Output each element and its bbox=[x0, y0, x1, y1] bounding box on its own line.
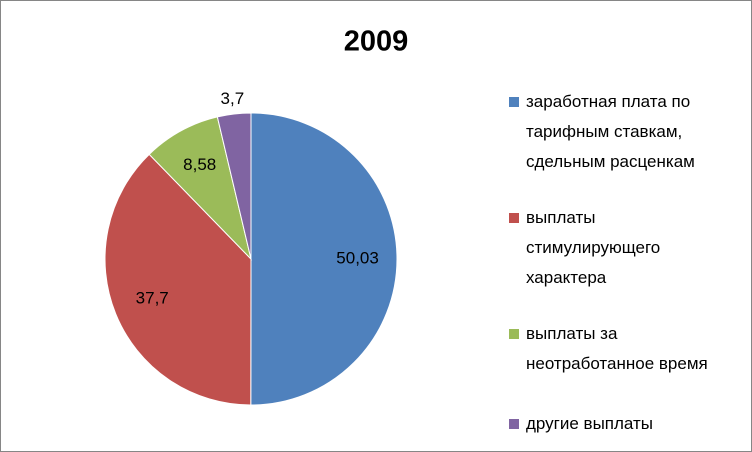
legend: заработная плата по тарифным ставкам, сд… bbox=[509, 87, 724, 451]
pie-slice bbox=[216, 112, 252, 260]
pie-slice bbox=[104, 153, 252, 406]
data-label: 8,58 bbox=[183, 155, 216, 174]
data-label: 50,03 bbox=[336, 249, 379, 268]
legend-label: другие выплаты bbox=[526, 414, 654, 433]
legend-label: заработная плата по тарифным ставкам, сд… bbox=[526, 92, 695, 171]
legend-entry: выплаты стимулирующего характера bbox=[509, 203, 724, 293]
pie-slice bbox=[250, 112, 398, 406]
legend-entry: выплаты за неотработанное время bbox=[509, 319, 724, 379]
legend-label: выплаты стимулирующего характера bbox=[526, 208, 661, 287]
data-label: 37,7 bbox=[136, 289, 169, 308]
chart-title: 2009 bbox=[344, 26, 409, 58]
legend-swatch bbox=[509, 329, 519, 339]
legend-entry: другие выплаты bbox=[509, 409, 724, 439]
legend-swatch bbox=[509, 97, 519, 107]
data-label: 3,7 bbox=[221, 89, 245, 108]
legend-swatch bbox=[509, 419, 519, 429]
legend-label: выплаты за неотработанное время bbox=[526, 324, 708, 373]
legend-swatch bbox=[509, 213, 519, 223]
legend-entry: заработная плата по тарифным ставкам, сд… bbox=[509, 87, 724, 177]
